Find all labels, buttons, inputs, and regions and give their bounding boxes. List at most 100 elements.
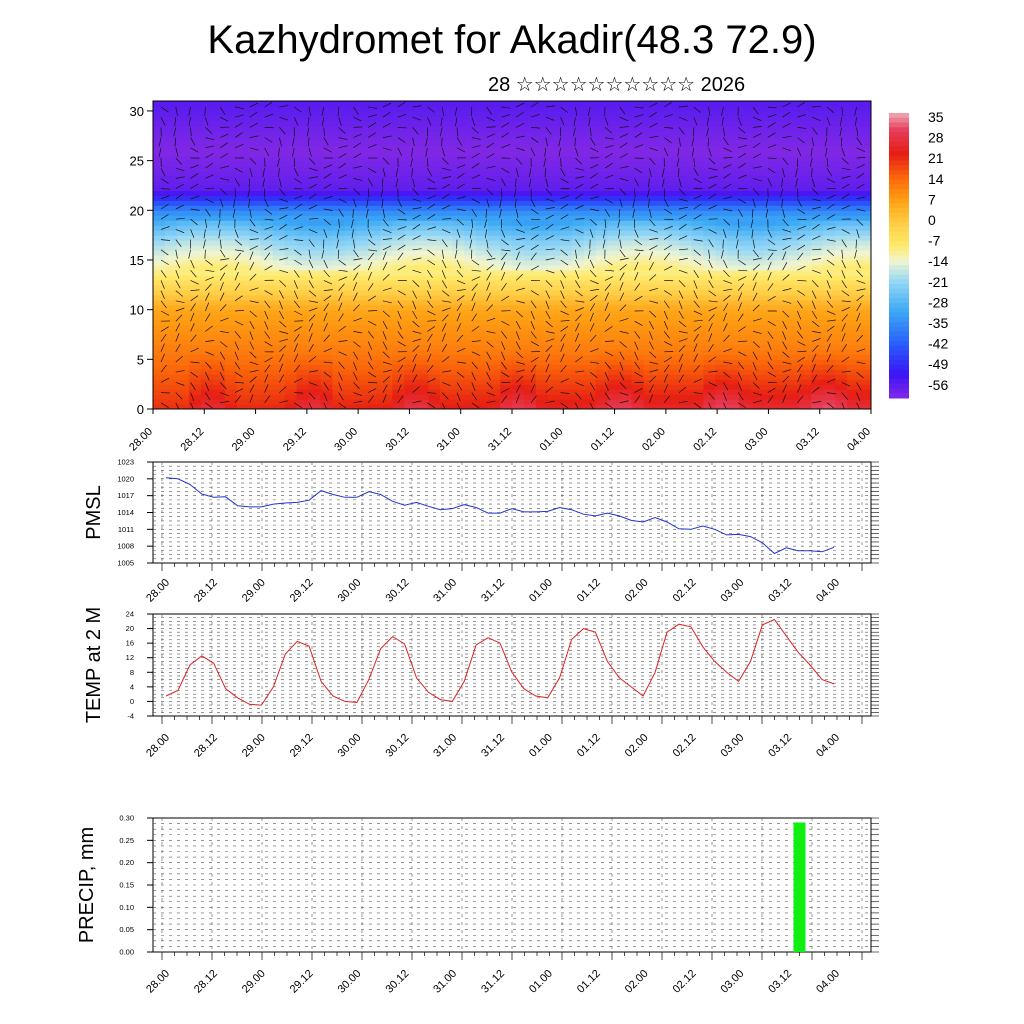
heatmap-cell: [464, 274, 477, 281]
heatmap-cell: [523, 369, 537, 375]
heatmap-cell: [679, 274, 693, 281]
heatmap-cell: [176, 125, 190, 132]
wind-barb: [767, 331, 774, 339]
wind-barb: [234, 239, 243, 246]
heatmap-cell: [248, 369, 262, 375]
heatmap-cell: [703, 225, 717, 231]
heatmap-cell: [416, 110, 429, 117]
wind-barb: [560, 280, 565, 289]
heatmap-cell: [859, 125, 871, 132]
heatmap-cell: [703, 250, 717, 256]
heatmap-cell: [500, 324, 513, 331]
wind-barb: [678, 331, 688, 334]
heatmap-cell: [859, 180, 871, 187]
heatmap-cell: [464, 105, 477, 112]
heatmap-cell: [308, 175, 322, 182]
heatmap-cell: [236, 364, 250, 370]
heatmap-cell: [332, 180, 346, 187]
heatmap-cell: [260, 225, 274, 231]
heatmap-cell: [308, 155, 322, 162]
heatmap-cell: [320, 389, 334, 395]
wind-barb: [249, 147, 259, 151]
wind-barb: [708, 343, 714, 352]
wind-barb: [589, 127, 592, 137]
heatmap-cell: [236, 304, 250, 311]
wind-barb: [678, 224, 687, 230]
wind-barb: [234, 295, 243, 302]
heatmap-cell: [272, 374, 286, 380]
heatmap-cell: [308, 349, 322, 355]
heatmap-cell: [464, 269, 477, 276]
heatmap-cell: [847, 200, 860, 206]
wind-barb: [588, 117, 591, 127]
wind-barb: [367, 331, 375, 339]
heatmap-cell: [667, 170, 681, 177]
heatmap-cell: [284, 394, 298, 400]
heatmap-cell: [655, 195, 669, 201]
heatmap-cell: [691, 344, 705, 350]
wind-barb: [723, 334, 730, 342]
heatmap-cell: [320, 369, 334, 375]
wind-barb: [589, 229, 594, 239]
heatmap-cell: [775, 245, 788, 251]
heatmap-cell: [811, 259, 824, 266]
heatmap-cell: [595, 200, 609, 206]
heatmap-cell: [607, 255, 621, 261]
heatmap-cell: [428, 210, 441, 216]
heatmap-cell: [308, 279, 322, 286]
wind-barb: [188, 106, 191, 116]
wind-barb: [471, 269, 481, 272]
heatmap-cell: [176, 250, 190, 256]
heatmap-cell: [847, 304, 860, 311]
heatmap-cell: [284, 130, 298, 137]
wind-barb: [708, 370, 718, 373]
heatmap-cell: [320, 175, 334, 182]
wind-barb: [249, 376, 257, 383]
heatmap-cell: [344, 384, 358, 390]
heatmap-cell: [188, 274, 202, 281]
heatmap-cell: [356, 220, 369, 226]
heatmap-cell: [823, 175, 836, 182]
wind-barb: [619, 331, 629, 334]
wind-barb: [619, 272, 625, 281]
heatmap-cell: [847, 319, 860, 326]
wind-barb: [765, 198, 769, 208]
heatmap-cell: [236, 264, 250, 271]
heatmap-cell: [488, 304, 501, 311]
wind-barb: [663, 373, 668, 383]
heatmap-cell: [176, 120, 190, 127]
heatmap-cell: [727, 115, 740, 122]
heatmap-cell: [464, 344, 477, 350]
wind-barb: [160, 310, 170, 316]
heatmap-cell: [787, 250, 800, 256]
heatmap-cell: [847, 299, 860, 306]
wind-barb: [780, 188, 783, 198]
heatmap-cell: [476, 245, 489, 251]
heatmap-cell: [835, 284, 848, 291]
heatmap-cell: [535, 294, 549, 301]
heatmap-cell: [512, 150, 525, 157]
heatmap-cell: [535, 404, 549, 409]
heatmap-cell: [416, 145, 429, 152]
heatmap-cell: [512, 240, 525, 246]
heatmap-cell: [715, 125, 728, 132]
heatmap-cell: [248, 205, 262, 211]
wind-barb: [412, 105, 422, 108]
heatmap-cell: [775, 135, 788, 142]
heatmap-cell: [332, 140, 346, 147]
wind-barb: [604, 259, 613, 266]
wind-barb: [765, 208, 769, 218]
heatmap-cell: [164, 140, 178, 147]
heatmap-cell: [523, 299, 537, 306]
heatmap-cell: [380, 155, 393, 162]
heatmap-cell: [344, 170, 358, 177]
heatmap-cell: [500, 255, 513, 261]
heatmap-cell: [655, 279, 669, 286]
heatmap-cell: [811, 344, 824, 350]
wind-barb: [249, 341, 255, 350]
heatmap-cell: [811, 110, 824, 117]
wind-barb: [264, 208, 273, 215]
heatmap-cell: [847, 185, 860, 192]
heatmap-cell: [512, 269, 525, 276]
heatmap-cell: [392, 200, 405, 206]
